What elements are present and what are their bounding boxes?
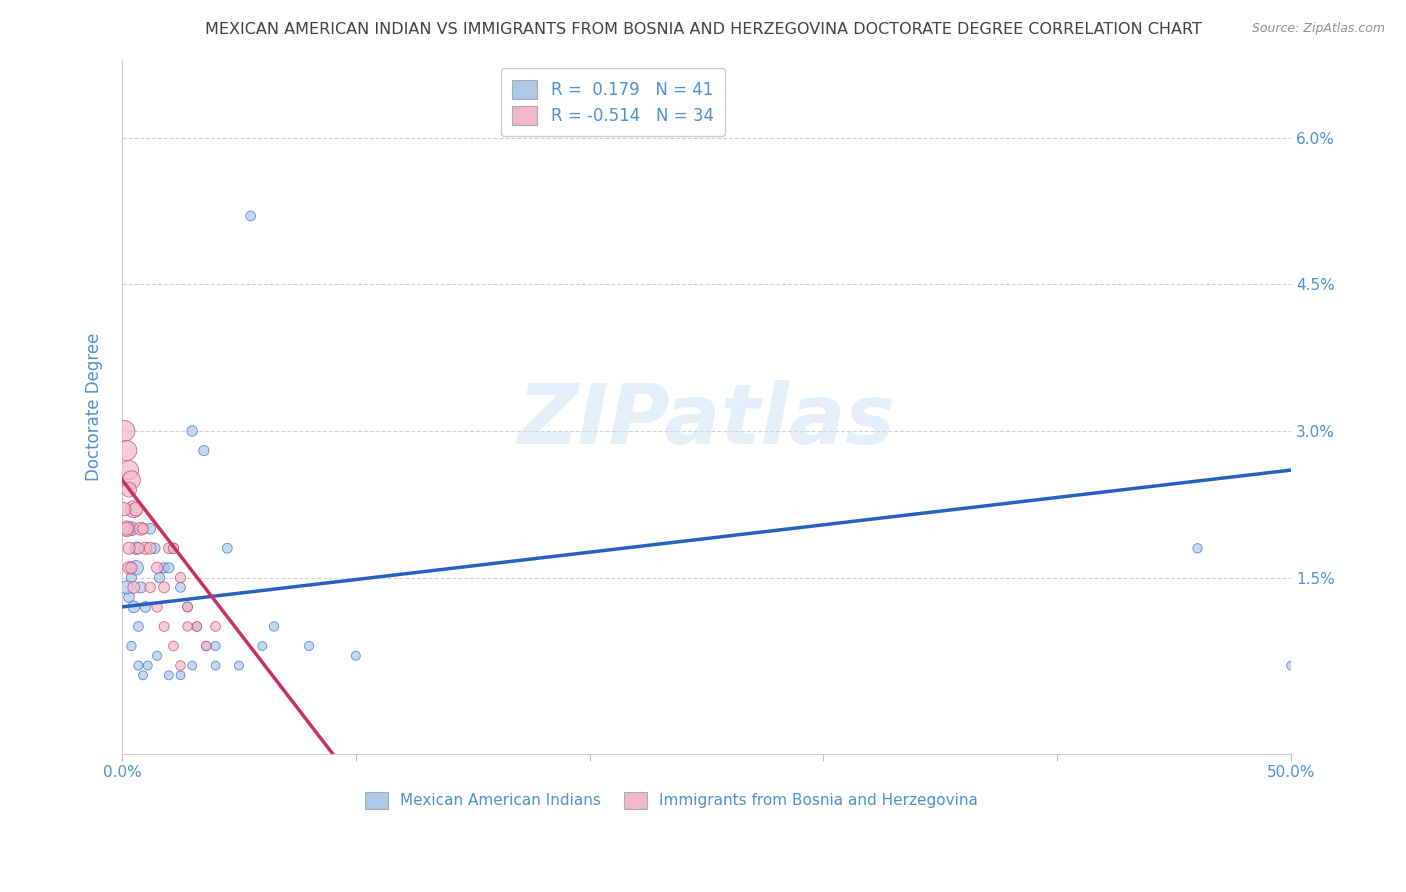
Point	[115, 443, 138, 458]
Point	[118, 463, 141, 477]
Point	[146, 648, 169, 663]
Point	[193, 443, 215, 458]
Point	[136, 658, 159, 673]
Point	[217, 541, 239, 556]
Point	[157, 668, 180, 682]
Point	[204, 658, 226, 673]
Point	[181, 424, 204, 438]
Point	[298, 639, 321, 653]
Point	[169, 668, 191, 682]
Point	[186, 619, 208, 633]
Text: ZIPatlas: ZIPatlas	[517, 380, 896, 461]
Point	[146, 561, 169, 575]
Point	[118, 590, 141, 604]
Point	[115, 522, 138, 536]
Point	[153, 580, 176, 594]
Point	[134, 541, 156, 556]
Point	[120, 571, 142, 585]
Point	[125, 561, 148, 575]
Point	[204, 639, 226, 653]
Point	[127, 658, 149, 673]
Point	[125, 541, 148, 556]
Point	[122, 580, 145, 594]
Point	[118, 541, 141, 556]
Point	[162, 639, 184, 653]
Point	[139, 580, 162, 594]
Point	[204, 619, 226, 633]
Point	[127, 619, 149, 633]
Point	[120, 639, 142, 653]
Point	[162, 541, 184, 556]
Point	[195, 639, 218, 653]
Point	[176, 619, 198, 633]
Point	[118, 483, 141, 497]
Point	[153, 561, 176, 575]
Point	[157, 541, 180, 556]
Point	[132, 668, 155, 682]
Point	[239, 209, 262, 223]
Point	[115, 580, 138, 594]
Point	[195, 639, 218, 653]
Point	[122, 502, 145, 516]
Point	[139, 541, 162, 556]
Point	[129, 580, 152, 594]
Point	[1187, 541, 1209, 556]
Point	[252, 639, 274, 653]
Point	[162, 541, 184, 556]
Point	[125, 502, 148, 516]
Point	[120, 561, 142, 575]
Point	[148, 571, 170, 585]
Point	[176, 599, 198, 614]
Point	[112, 424, 135, 438]
Point	[169, 571, 191, 585]
Legend: Mexican American Indians, Immigrants from Bosnia and Herzegovina: Mexican American Indians, Immigrants fro…	[359, 785, 984, 815]
Point	[122, 599, 145, 614]
Point	[186, 619, 208, 633]
Y-axis label: Doctorate Degree: Doctorate Degree	[86, 333, 103, 481]
Point	[132, 522, 155, 536]
Point	[228, 658, 250, 673]
Point	[146, 599, 169, 614]
Point	[129, 522, 152, 536]
Point	[118, 561, 141, 575]
Point	[157, 561, 180, 575]
Point	[153, 619, 176, 633]
Point	[344, 648, 367, 663]
Point	[176, 599, 198, 614]
Point	[134, 599, 156, 614]
Point	[139, 522, 162, 536]
Point	[263, 619, 285, 633]
Point	[181, 658, 204, 673]
Point	[143, 541, 166, 556]
Point	[169, 658, 191, 673]
Point	[169, 580, 191, 594]
Text: MEXICAN AMERICAN INDIAN VS IMMIGRANTS FROM BOSNIA AND HERZEGOVINA DOCTORATE DEGR: MEXICAN AMERICAN INDIAN VS IMMIGRANTS FR…	[204, 22, 1202, 37]
Point	[1279, 658, 1302, 673]
Point	[127, 541, 149, 556]
Text: Source: ZipAtlas.com: Source: ZipAtlas.com	[1251, 22, 1385, 36]
Point	[120, 473, 142, 487]
Point	[112, 502, 135, 516]
Point	[115, 522, 138, 536]
Point	[120, 522, 142, 536]
